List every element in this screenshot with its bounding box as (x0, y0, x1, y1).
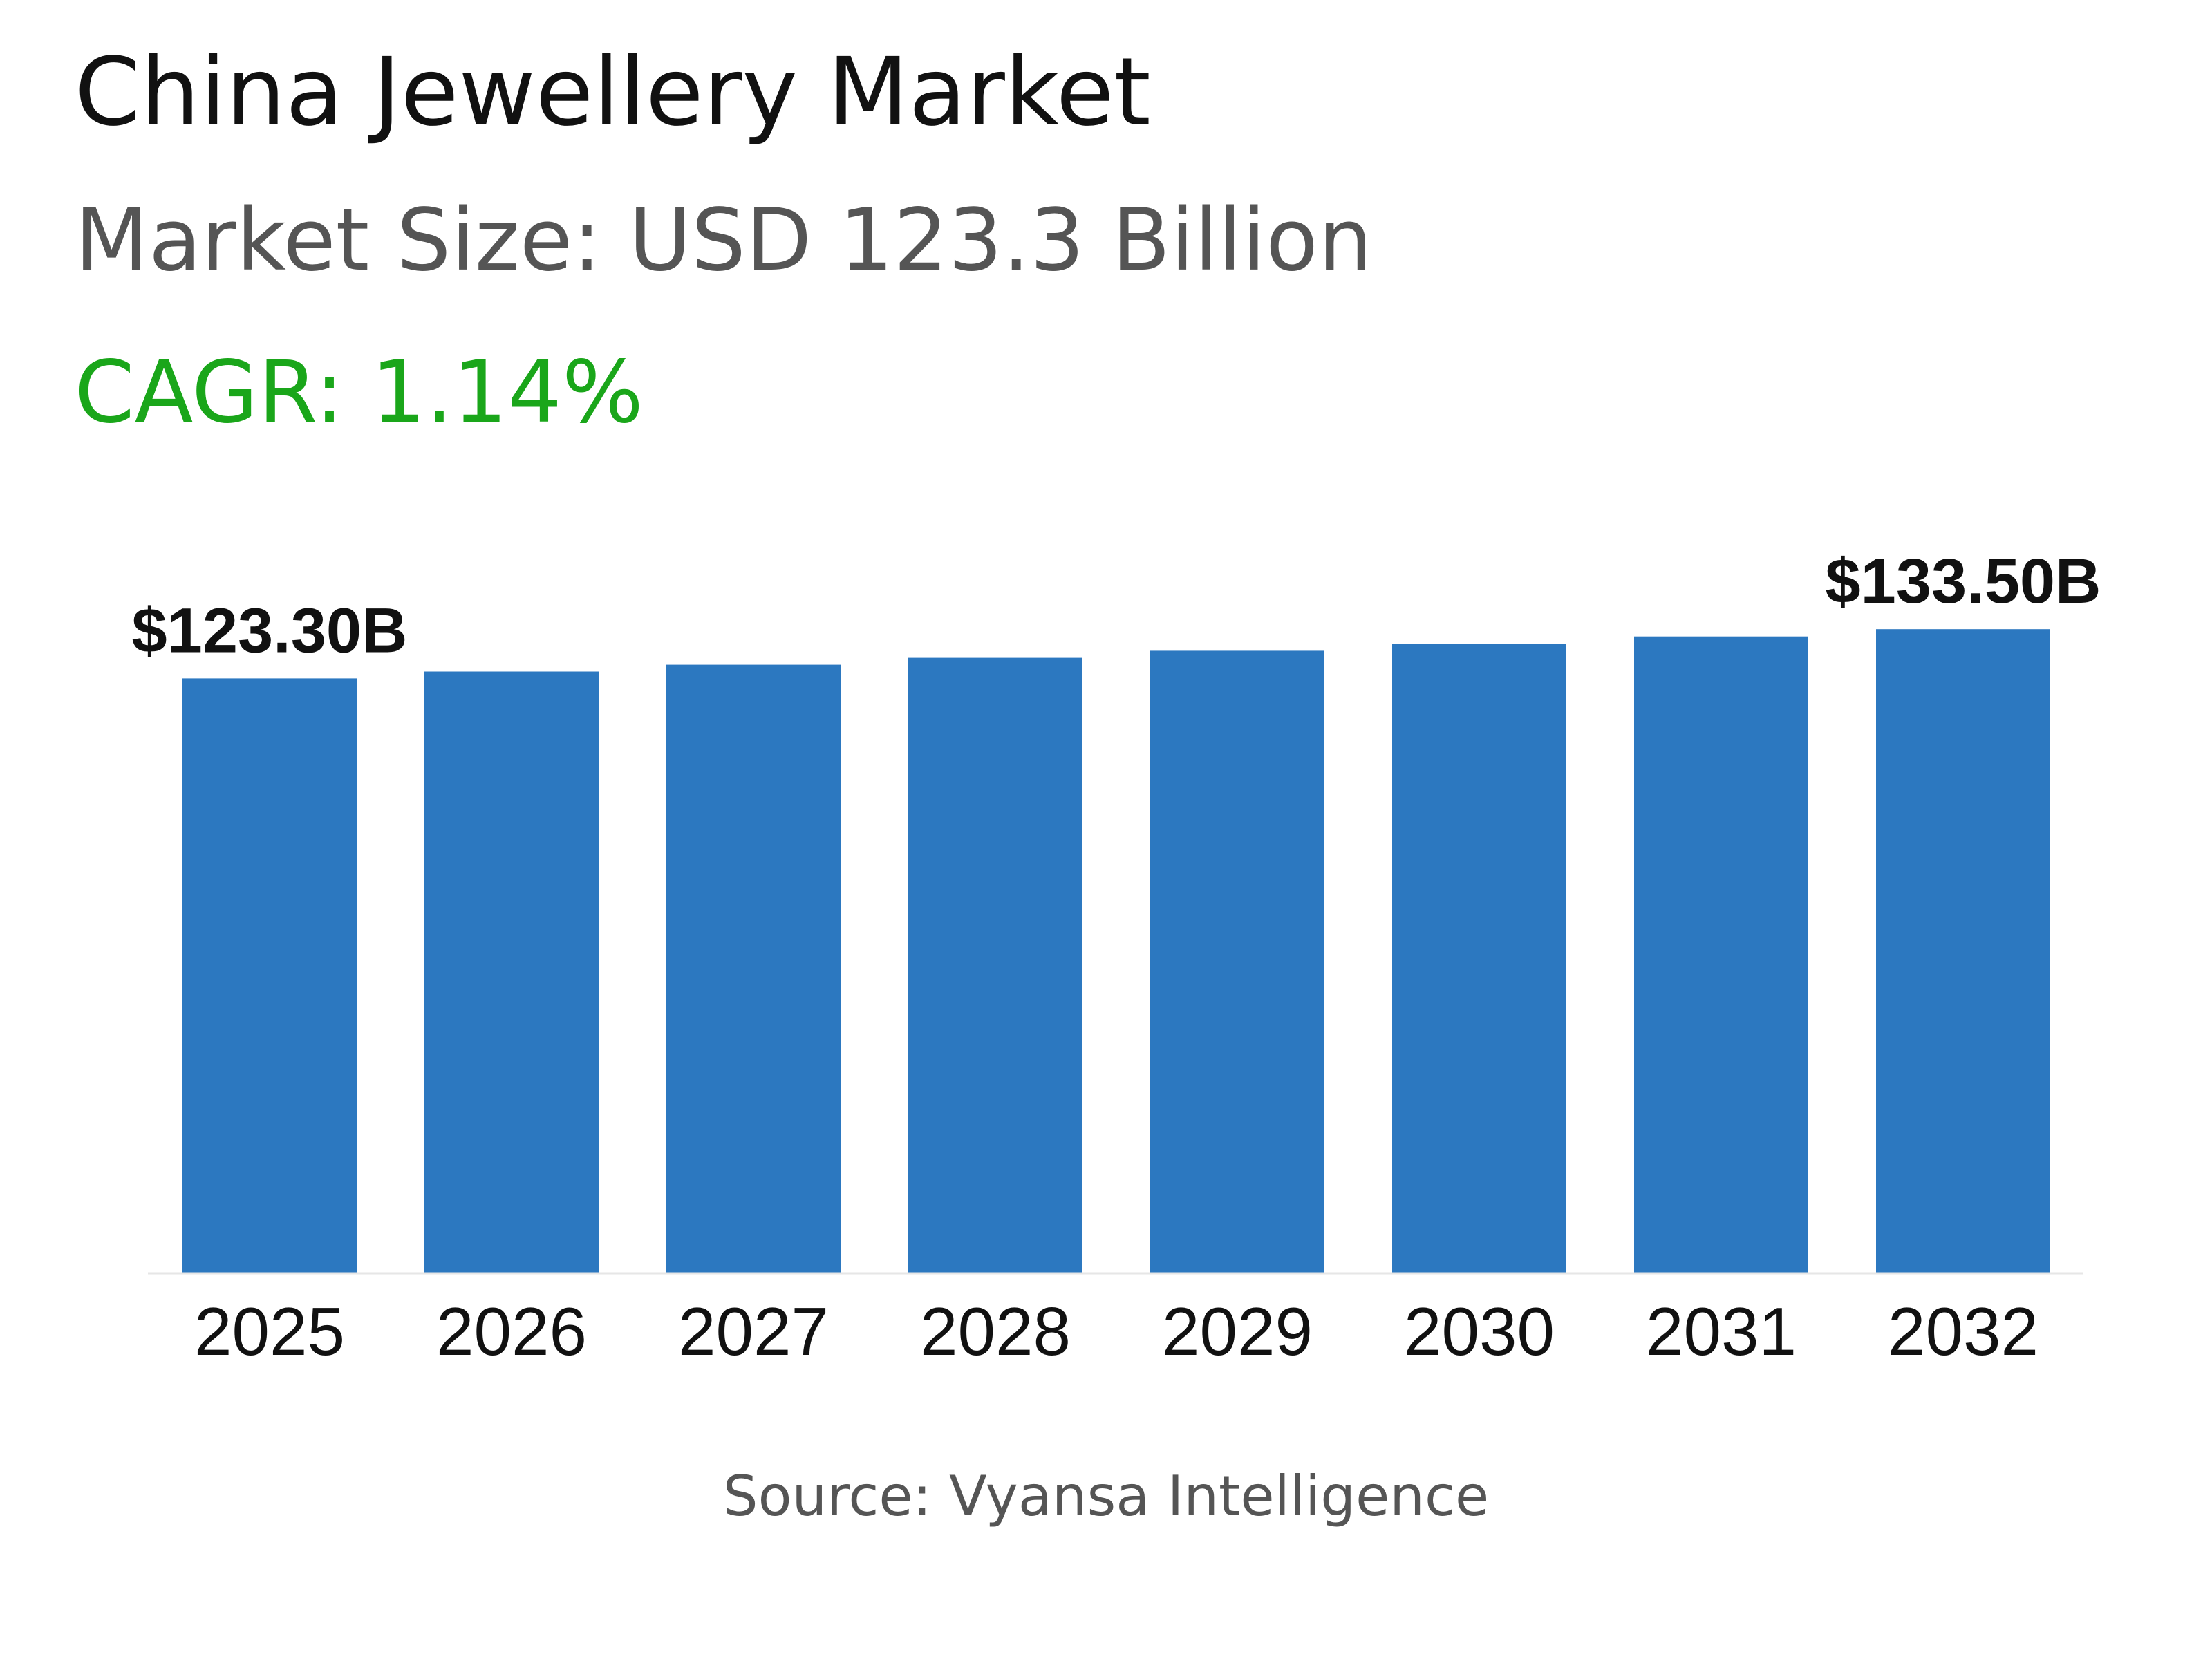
market-size-label: Market Size: USD 123.3 Billion (75, 191, 1373, 290)
bar-series (182, 629, 2050, 1273)
x-tick-2027: 2027 (678, 1293, 829, 1369)
bar-2029 (1150, 650, 1324, 1273)
x-tick-2026: 2026 (436, 1293, 587, 1369)
data-labels: $123.30B $133.50B (132, 546, 2101, 666)
bar-2028 (908, 657, 1082, 1273)
bar-2027 (666, 664, 841, 1273)
source-note: Source: Vyansa Intelligence (723, 1464, 1489, 1528)
bar-2030 (1392, 644, 1566, 1273)
x-tick-2032: 2032 (1888, 1293, 2038, 1369)
bar-2025 (182, 678, 357, 1273)
x-axis-ticks: 2025 2026 2027 2028 2029 2030 2031 2032 (194, 1293, 2038, 1369)
bar-2031 (1634, 636, 1808, 1273)
x-tick-2029: 2029 (1162, 1293, 1313, 1369)
chart-title: China Jewellery Market (75, 38, 1151, 147)
bar-2032 (1876, 629, 2050, 1273)
x-tick-2031: 2031 (1646, 1293, 1797, 1369)
data-label-2032: $133.50B (1826, 546, 2101, 617)
data-label-2025: $123.30B (132, 595, 408, 666)
cagr-label: CAGR: 1.14% (75, 343, 644, 442)
x-tick-2028: 2028 (920, 1293, 1071, 1369)
x-tick-2030: 2030 (1404, 1293, 1555, 1369)
x-tick-2025: 2025 (194, 1293, 345, 1369)
bar-2026 (424, 671, 599, 1273)
